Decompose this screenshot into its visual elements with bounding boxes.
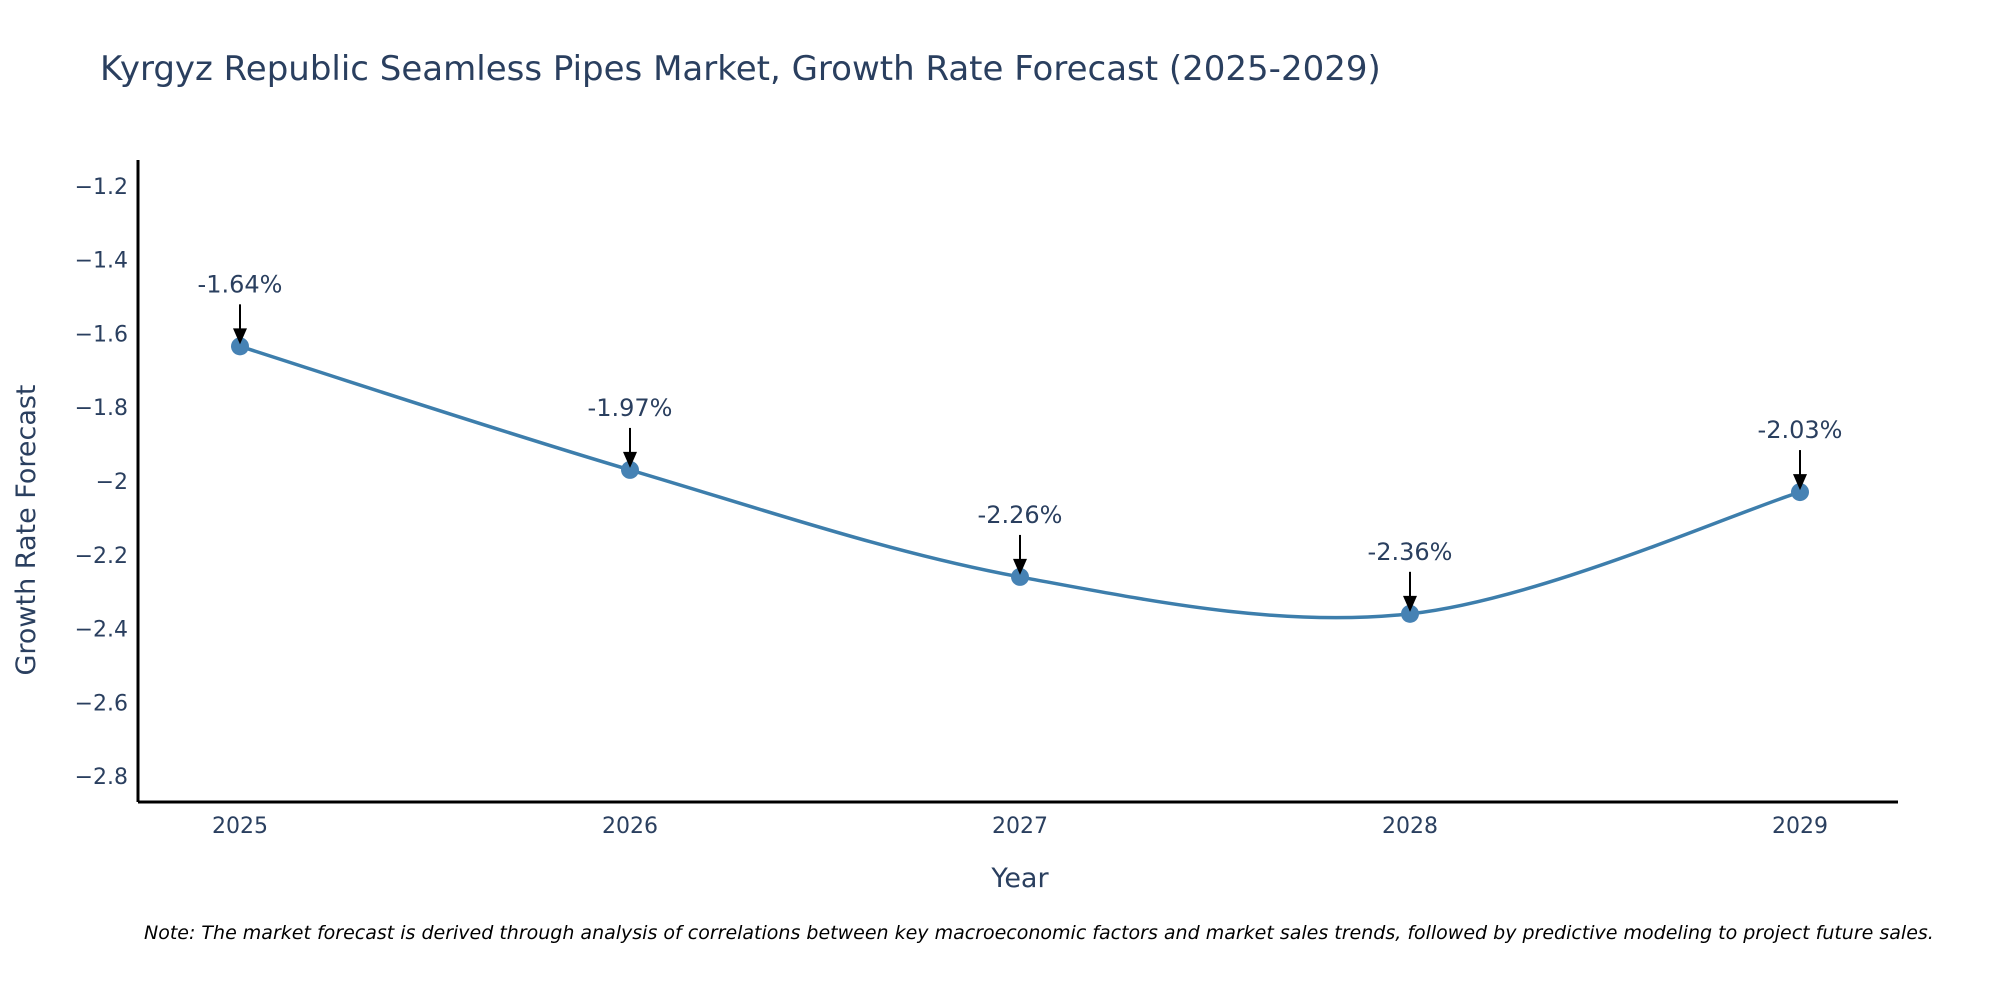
annotation-label: -1.97% bbox=[588, 394, 673, 422]
y-tick-label: −2.4 bbox=[75, 618, 128, 643]
data-point bbox=[621, 460, 639, 479]
x-tick-label: 2029 bbox=[1772, 814, 1828, 839]
y-tick-label: −2.2 bbox=[75, 544, 128, 569]
annotation-arrow-head bbox=[233, 328, 247, 345]
data-point bbox=[1791, 483, 1809, 502]
y-tick-label: −1.4 bbox=[75, 249, 128, 274]
data-point bbox=[231, 337, 249, 356]
series-markers bbox=[231, 337, 1809, 623]
annotation-arrow-head bbox=[1403, 595, 1417, 612]
y-tick-label: −1.6 bbox=[75, 322, 128, 347]
x-tick-label: 2025 bbox=[212, 814, 268, 839]
y-tick-label: −1.2 bbox=[75, 175, 128, 200]
y-tick-label: −2.6 bbox=[75, 691, 128, 716]
annotation-arrow-head bbox=[623, 451, 637, 468]
x-tick-label: 2026 bbox=[602, 814, 658, 839]
x-axis-title: Year bbox=[990, 863, 1049, 894]
y-tick-label: −2 bbox=[96, 470, 128, 495]
x-tick-label: 2028 bbox=[1382, 814, 1438, 839]
data-point bbox=[1401, 604, 1419, 623]
annotation-arrow-head bbox=[1793, 474, 1807, 491]
x-axis-ticks: 2025 2026 2027 2028 2029 bbox=[212, 814, 1828, 839]
x-tick-label: 2027 bbox=[992, 814, 1048, 839]
annotation-label: -2.03% bbox=[1758, 416, 1843, 444]
y-axis-ticks: −1.2 −1.4 −1.6 −1.8 −2 −2.2 −2.4 −2.6 −2.8 bbox=[75, 175, 128, 790]
chart-title: Kyrgyz Republic Seamless Pipes Market, G… bbox=[100, 49, 1381, 89]
data-point bbox=[1011, 567, 1029, 586]
y-tick-label: −1.8 bbox=[75, 396, 128, 421]
footnote: Note: The market forecast is derived thr… bbox=[144, 922, 1934, 944]
y-tick-label: −2.8 bbox=[75, 765, 128, 790]
data-annotations: -1.64% -1.97% -2.26% -2.36% -2.03% bbox=[198, 270, 1843, 612]
annotation-arrow-head bbox=[1013, 558, 1027, 575]
y-axis-title: Growth Rate Forecast bbox=[11, 384, 42, 675]
annotation-label: -2.26% bbox=[978, 501, 1063, 529]
annotation-label: -2.36% bbox=[1368, 538, 1453, 566]
annotation-label: -1.64% bbox=[198, 270, 283, 298]
